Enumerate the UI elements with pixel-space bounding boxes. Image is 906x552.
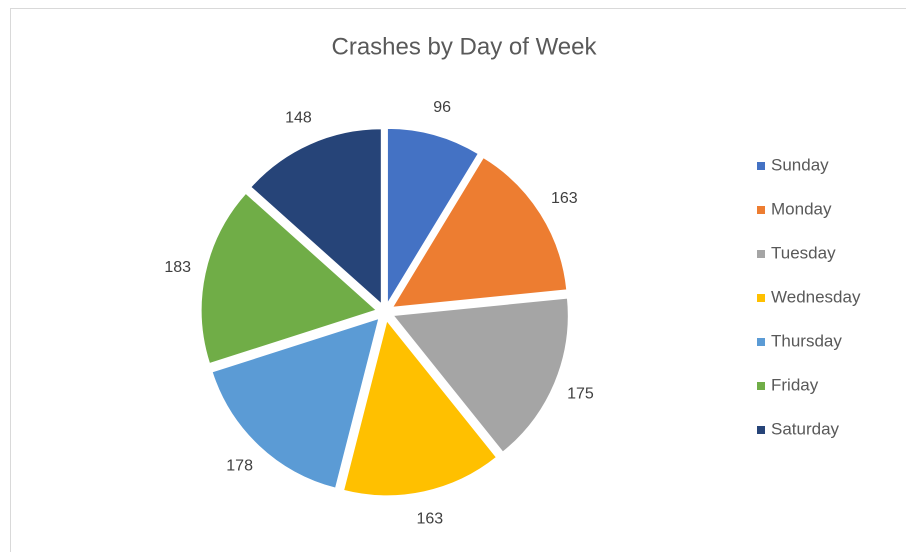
pie-slice	[392, 297, 569, 453]
data-label: 183	[164, 259, 191, 276]
data-label: 148	[285, 110, 312, 127]
legend-label: Saturday	[771, 419, 840, 438]
legend-swatch	[757, 206, 765, 214]
pie-slice	[211, 317, 380, 489]
data-label: 96	[433, 99, 451, 116]
legend-label: Friday	[771, 375, 819, 394]
pie-slice	[343, 319, 498, 497]
data-label: 163	[551, 190, 578, 207]
legend-label: Tuesday	[771, 243, 836, 262]
pie-slice	[250, 128, 382, 305]
legend-swatch	[757, 382, 765, 390]
legend-label: Sunday	[771, 155, 829, 174]
legend-label: Thursday	[771, 331, 842, 350]
data-label: 178	[226, 458, 253, 475]
legend-swatch	[757, 338, 765, 346]
legend-swatch	[757, 162, 765, 170]
pie-slice	[200, 192, 378, 365]
legend-label: Monday	[771, 199, 832, 218]
legend-swatch	[757, 426, 765, 434]
data-label: 175	[567, 385, 594, 402]
pie-slice	[386, 127, 479, 306]
legend-label: Wednesday	[771, 287, 861, 306]
legend-swatch	[757, 250, 765, 258]
data-label: 163	[416, 510, 443, 527]
pie-slice	[391, 156, 568, 308]
chart-title: Crashes by Day of Week	[332, 33, 598, 60]
legend-swatch	[757, 294, 765, 302]
